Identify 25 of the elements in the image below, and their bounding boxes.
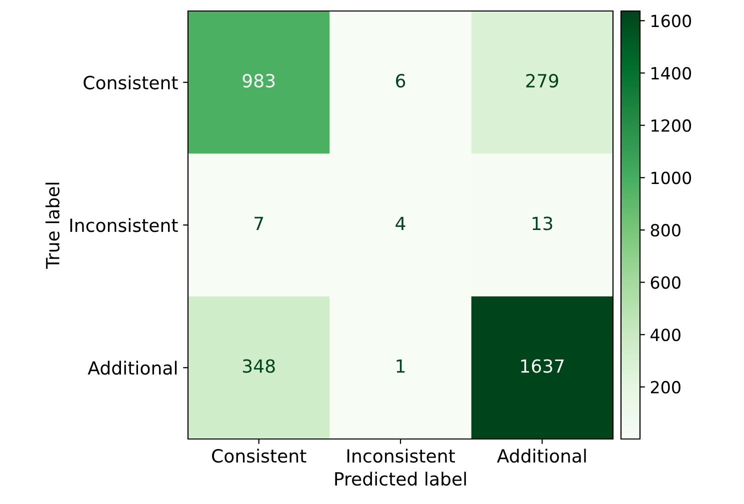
- y-tick-label: Additional: [88, 360, 177, 375]
- x-tick-label: Additional: [496, 448, 586, 463]
- data-label: 348: [242, 359, 275, 373]
- data-label: 983: [242, 74, 275, 88]
- color-bar-label: 600: [650, 276, 680, 289]
- color-bar-label: 1600: [652, 14, 692, 28]
- data-label: 13: [532, 216, 552, 230]
- x-tick-label: Consistent: [212, 448, 306, 463]
- data-label: 1637: [521, 359, 564, 373]
- y-tick-label: Inconsistent: [70, 218, 178, 232]
- data-label: 6: [396, 74, 406, 88]
- color-bar-label: 800: [650, 224, 680, 237]
- y-axis-title: True label: [46, 182, 60, 269]
- x-tick-label: Inconsistent: [347, 448, 455, 463]
- data-label: 1: [396, 359, 405, 373]
- color-bar-label: 400: [650, 328, 680, 342]
- x-axis-title: Predicted label: [335, 472, 466, 486]
- color-bar-label: 1400: [652, 66, 692, 80]
- data-label: 7: [254, 216, 264, 230]
- color-bar-label: 200: [650, 380, 680, 394]
- data-label: 4: [396, 216, 406, 230]
- data-label: 279: [526, 74, 558, 88]
- y-tick-label: Consistent: [84, 75, 178, 90]
- color-bar-label: 1000: [652, 172, 692, 184]
- color-bar-label: 1200: [652, 119, 692, 132]
